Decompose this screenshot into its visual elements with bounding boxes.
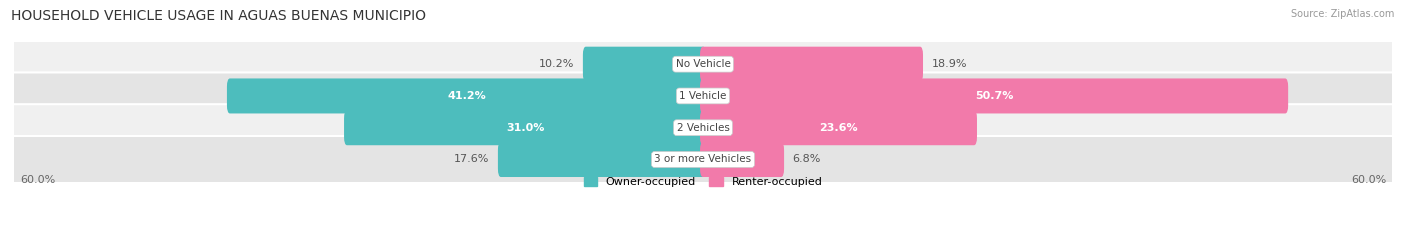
FancyBboxPatch shape bbox=[700, 47, 922, 82]
Text: HOUSEHOLD VEHICLE USAGE IN AGUAS BUENAS MUNICIPIO: HOUSEHOLD VEHICLE USAGE IN AGUAS BUENAS … bbox=[11, 9, 426, 23]
Text: 10.2%: 10.2% bbox=[538, 59, 575, 69]
Text: 60.0%: 60.0% bbox=[1351, 175, 1386, 185]
Text: 41.2%: 41.2% bbox=[447, 91, 486, 101]
Text: 17.6%: 17.6% bbox=[454, 154, 489, 164]
Text: 50.7%: 50.7% bbox=[974, 91, 1014, 101]
Text: 2 Vehicles: 2 Vehicles bbox=[676, 123, 730, 133]
Text: 3 or more Vehicles: 3 or more Vehicles bbox=[654, 154, 752, 164]
FancyBboxPatch shape bbox=[498, 142, 706, 177]
FancyBboxPatch shape bbox=[226, 79, 706, 113]
FancyBboxPatch shape bbox=[11, 104, 1395, 151]
FancyBboxPatch shape bbox=[583, 47, 706, 82]
FancyBboxPatch shape bbox=[344, 110, 706, 145]
FancyBboxPatch shape bbox=[11, 41, 1395, 88]
Text: 31.0%: 31.0% bbox=[506, 123, 544, 133]
FancyBboxPatch shape bbox=[700, 79, 1288, 113]
FancyBboxPatch shape bbox=[11, 72, 1395, 120]
Text: Source: ZipAtlas.com: Source: ZipAtlas.com bbox=[1291, 9, 1395, 19]
FancyBboxPatch shape bbox=[700, 110, 977, 145]
Text: No Vehicle: No Vehicle bbox=[675, 59, 731, 69]
Text: 1 Vehicle: 1 Vehicle bbox=[679, 91, 727, 101]
FancyBboxPatch shape bbox=[700, 142, 785, 177]
Legend: Owner-occupied, Renter-occupied: Owner-occupied, Renter-occupied bbox=[583, 177, 823, 187]
Text: 18.9%: 18.9% bbox=[932, 59, 967, 69]
Text: 6.8%: 6.8% bbox=[793, 154, 821, 164]
Text: 60.0%: 60.0% bbox=[20, 175, 55, 185]
Text: 23.6%: 23.6% bbox=[820, 123, 858, 133]
FancyBboxPatch shape bbox=[11, 136, 1395, 183]
